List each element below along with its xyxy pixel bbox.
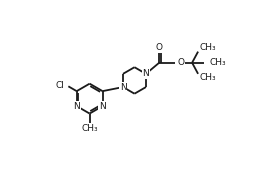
Text: O: O bbox=[156, 43, 163, 52]
Text: N: N bbox=[73, 102, 80, 111]
Text: N: N bbox=[120, 83, 126, 92]
Text: Cl: Cl bbox=[56, 81, 65, 90]
Text: CH₃: CH₃ bbox=[209, 58, 226, 67]
Text: N: N bbox=[143, 69, 149, 78]
Text: O: O bbox=[177, 58, 184, 67]
Text: N: N bbox=[99, 102, 106, 111]
Text: CH₃: CH₃ bbox=[200, 43, 216, 52]
Text: CH₃: CH₃ bbox=[200, 73, 216, 82]
Text: CH₃: CH₃ bbox=[81, 124, 98, 133]
